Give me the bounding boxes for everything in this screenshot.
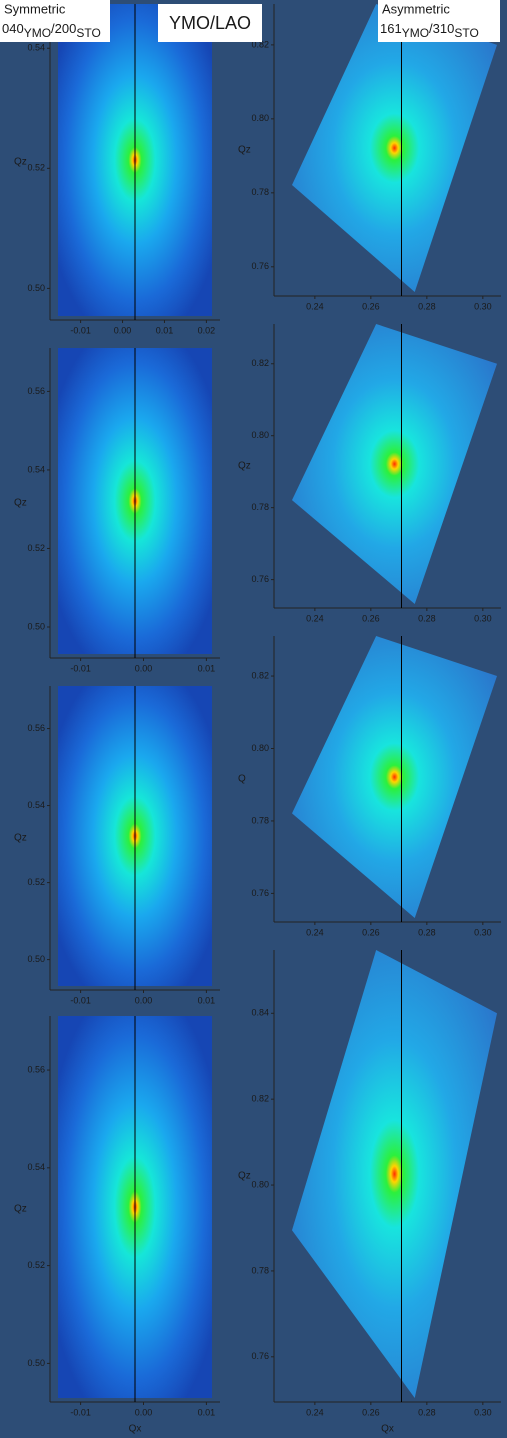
panels: 0.54 0.52 0.50 -0.01 0.00 0.01 0.02 Qz 0.56 0.54 0… xyxy=(8,0,507,1438)
x-tick-label: 0.01 xyxy=(198,995,216,1005)
y-axis-label: Qz xyxy=(14,833,27,844)
right-reflection: 161YMO/310STO xyxy=(380,21,479,40)
index: 161 xyxy=(380,21,402,36)
x-tick-label: 0.01 xyxy=(198,1407,216,1417)
y-tick-label: 0.56 xyxy=(27,386,45,396)
y-tick-label: 0.82 xyxy=(251,1094,269,1104)
y-tick-label: 0.82 xyxy=(251,670,269,680)
y-tick-label: 0.78 xyxy=(251,815,269,825)
index: /310 xyxy=(429,21,454,36)
y-tick-label: 0.50 xyxy=(27,621,45,631)
y-tick-label: 0.52 xyxy=(27,543,45,553)
y-tick-label: 0.54 xyxy=(27,43,45,53)
y-tick-label: 0.76 xyxy=(251,574,269,584)
y-axis-label: Qz xyxy=(238,1171,251,1182)
y-tick-label: 0.50 xyxy=(27,954,45,964)
x-tick-label: 0.30 xyxy=(474,927,492,937)
x-tick-label: 0.00 xyxy=(114,325,132,335)
x-tick-label: 0.26 xyxy=(362,613,380,623)
sub: YMO xyxy=(24,26,51,40)
y-tick-label: 0.78 xyxy=(251,1265,269,1275)
y-axis-label: Qz xyxy=(238,461,251,472)
y-tick-label: 0.78 xyxy=(251,187,269,197)
x-tick-label: -0.01 xyxy=(70,1407,91,1417)
y-tick-label: 0.54 xyxy=(27,800,45,810)
x-tick-label: 0.24 xyxy=(306,613,324,623)
center-header-box xyxy=(158,4,262,42)
y-tick-label: 0.78 xyxy=(251,502,269,512)
x-tick-label: 0.28 xyxy=(418,927,436,937)
y-tick-label: 0.76 xyxy=(251,1351,269,1361)
left-title: Symmetric xyxy=(4,1,66,16)
y-tick-label: 0.80 xyxy=(251,113,269,123)
x-axis-label: Qx xyxy=(129,1424,142,1435)
x-axis-label: Qx xyxy=(381,1424,394,1435)
x-tick-label: -0.01 xyxy=(70,325,91,335)
index: /200 xyxy=(51,21,76,36)
x-tick-label: 0.28 xyxy=(418,301,436,311)
y-tick-label: 0.50 xyxy=(27,283,45,293)
y-tick-label: 0.54 xyxy=(27,1162,45,1172)
y-tick-label: 0.76 xyxy=(251,888,269,898)
y-tick-label: 0.80 xyxy=(251,743,269,753)
map xyxy=(292,950,497,1398)
x-tick-label: 0.02 xyxy=(198,325,216,335)
x-tick-label: 0.26 xyxy=(362,1407,380,1417)
right-title: Asymmetric xyxy=(382,1,450,16)
sub: STO xyxy=(76,26,100,40)
y-axis-label: Qz xyxy=(14,498,27,509)
map xyxy=(292,636,497,918)
x-tick-label: 0.00 xyxy=(135,1407,153,1417)
x-tick-label: 0.24 xyxy=(306,927,324,937)
x-tick-label: -0.01 xyxy=(70,663,91,673)
x-tick-label: 0.00 xyxy=(135,663,153,673)
y-axis-label: Q xyxy=(238,774,246,785)
x-tick-label: 0.30 xyxy=(474,301,492,311)
y-tick-label: 0.52 xyxy=(27,163,45,173)
sub: STO xyxy=(454,26,478,40)
y-axis-label: Qz xyxy=(14,1204,27,1215)
y-tick-label: 0.84 xyxy=(251,1008,269,1018)
y-tick-label: 0.56 xyxy=(27,723,45,733)
sub: YMO xyxy=(402,26,429,40)
y-tick-label: 0.56 xyxy=(27,1064,45,1074)
map xyxy=(292,4,497,292)
left-reflection: 040YMO/200STO xyxy=(2,21,101,40)
x-tick-label: -0.01 xyxy=(70,995,91,1005)
y-tick-label: 0.82 xyxy=(251,39,269,49)
y-axis-label: Qz xyxy=(238,145,251,156)
left-header-box xyxy=(0,0,110,42)
right-header-box xyxy=(378,0,500,42)
x-tick-label: 0.28 xyxy=(418,613,436,623)
y-tick-label: 0.50 xyxy=(27,1358,45,1368)
y-tick-label: 0.80 xyxy=(251,430,269,440)
x-tick-label: 0.26 xyxy=(362,301,380,311)
x-tick-label: 0.28 xyxy=(418,1407,436,1417)
x-tick-label: 0.24 xyxy=(306,301,324,311)
x-tick-label: 0.01 xyxy=(198,663,216,673)
y-tick-label: 0.54 xyxy=(27,464,45,474)
x-tick-label: 0.26 xyxy=(362,927,380,937)
y-tick-label: 0.76 xyxy=(251,261,269,271)
y-tick-label: 0.52 xyxy=(27,1260,45,1270)
x-tick-label: 0.24 xyxy=(306,1407,324,1417)
y-axis-label: Qz xyxy=(14,157,27,168)
x-tick-label: 0.00 xyxy=(135,995,153,1005)
center-title: YMO/LAO xyxy=(169,13,251,33)
map xyxy=(292,324,497,604)
y-tick-label: 0.80 xyxy=(251,1179,269,1189)
x-tick-label: 0.30 xyxy=(474,1407,492,1417)
x-tick-label: 0.30 xyxy=(474,613,492,623)
y-tick-label: 0.52 xyxy=(27,877,45,887)
x-tick-label: 0.01 xyxy=(156,325,174,335)
y-tick-label: 0.82 xyxy=(251,358,269,368)
index: 040 xyxy=(2,21,24,36)
